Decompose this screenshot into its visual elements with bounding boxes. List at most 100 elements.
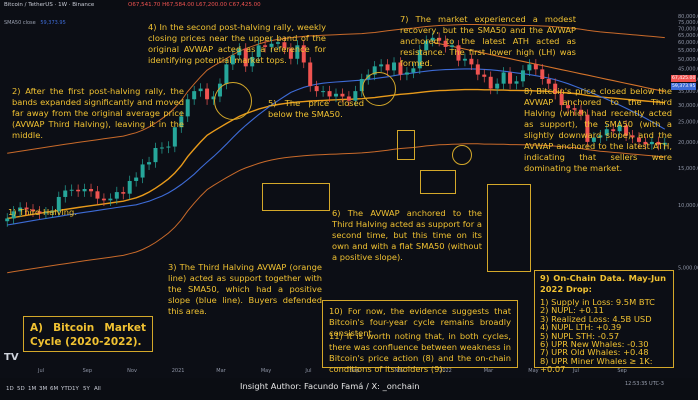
tradingview-logo: TV — [4, 352, 19, 363]
timeframe-button[interactable]: YTD — [61, 386, 72, 392]
y-tick-label: 5,000.00 — [678, 266, 698, 272]
candle-body — [353, 91, 358, 101]
candle-body — [308, 62, 313, 87]
candle-body — [611, 129, 616, 132]
candle-body — [166, 146, 171, 148]
candle-body — [566, 105, 571, 109]
timeframe-button[interactable]: All — [94, 386, 101, 392]
y-tick-label: 45,000.00 — [678, 66, 698, 72]
breakdown-box — [487, 184, 531, 272]
onchain-item: 8) UPR Miner Whales ≥ 1K: +0.07 — [540, 355, 653, 375]
onchain-item: 1) Supply in Loss: 9.5M BTC — [540, 297, 655, 307]
candle-body — [159, 147, 164, 149]
onchain-list: 1) Supply in Loss: 9.5M BTC 2) NUPL: +0.1… — [540, 298, 670, 374]
x-tick-label: Sep — [617, 368, 626, 374]
candle-body — [488, 76, 493, 89]
timeframe-button[interactable]: 1M — [28, 386, 37, 392]
onchain-box: 9) On-Chain Data. May-Jun 2022 Drop: 1) … — [534, 270, 674, 373]
onchain-item: 2) NUPL: +0.11 — [540, 305, 604, 316]
annotation-lower-high: 7) The market experienced a modest recov… — [400, 14, 576, 68]
candle-body — [398, 62, 403, 75]
candle-body — [553, 83, 558, 94]
y-tick-label: 30,000.00 — [678, 103, 698, 109]
candle-body — [321, 91, 326, 93]
x-tick-label: 2021 — [172, 368, 185, 374]
candle-body — [585, 114, 590, 142]
candle-body — [314, 86, 319, 92]
annotation-third-halving: 1) Third Halving. — [8, 207, 77, 217]
candle-body — [482, 74, 487, 77]
sma-legend[interactable]: SMA50 close 59,373.95 — [4, 20, 66, 26]
candle-body — [205, 88, 210, 100]
timeframe-button[interactable]: 1Y — [72, 386, 79, 392]
sma-close-box — [397, 130, 415, 160]
candle-body — [275, 42, 280, 44]
top-bar: Bitcoin / TetherUS · 1W · Binance O67,54… — [0, 0, 698, 10]
avwap-lower-band — [7, 143, 665, 274]
x-tick-label: Sep — [83, 368, 92, 374]
x-tick-label: Nov — [127, 368, 137, 374]
candle-body — [243, 48, 248, 67]
x-tick-label: Sep — [350, 368, 359, 374]
candle-body — [334, 93, 338, 97]
candle-body — [598, 135, 603, 138]
annotation-second-support: 6) The AVWAP anchored to the Third Halvi… — [332, 208, 482, 262]
sma-legend-label: SMA50 close — [4, 20, 36, 26]
candle-body — [147, 162, 152, 165]
candle-body — [591, 137, 596, 142]
candle-body — [108, 198, 113, 201]
timeframe-button[interactable]: 3M — [39, 386, 48, 392]
candle-body — [172, 127, 177, 147]
candle-body — [282, 42, 287, 49]
candle-body — [649, 141, 654, 145]
annotation-bands-expanded: 2) After the first post-halving rally, t… — [12, 86, 184, 140]
candle-body — [121, 192, 126, 194]
candle-body — [95, 191, 100, 199]
timeframe-button[interactable]: 1D — [6, 386, 14, 392]
top-circle-2 — [362, 72, 396, 106]
candle-body — [624, 125, 629, 136]
candle-body — [134, 177, 139, 181]
candle-body — [76, 189, 81, 192]
candle-body — [18, 207, 23, 212]
lh-circle — [452, 145, 472, 165]
symbol-title[interactable]: Bitcoin / TetherUS · 1W · Binance — [4, 2, 95, 8]
sma-price-tag: 59,373.95 — [671, 83, 697, 90]
candle-body — [211, 96, 216, 100]
candle-body — [192, 91, 197, 100]
candle-body — [63, 190, 68, 197]
candle-body — [417, 50, 422, 69]
candle-body — [462, 58, 467, 61]
candle-body — [101, 198, 106, 201]
last-price-tag: 67,425.00 — [671, 75, 697, 82]
cycle-title-box: A) Bitcoin Market Cycle (2020-2022). — [23, 316, 153, 352]
y-tick-label: 15,000.00 — [678, 166, 698, 172]
candle-body — [31, 209, 36, 212]
candle-body — [69, 189, 74, 191]
candle-body — [520, 70, 525, 82]
onchain-item: 7) UPR Old Whales: +0.48 — [540, 347, 649, 358]
x-tick-label: Jul — [304, 368, 311, 374]
candle-body — [527, 64, 532, 71]
candle-body — [617, 125, 622, 132]
timeframe-button[interactable]: 6M — [50, 386, 59, 392]
candle-body — [346, 96, 351, 101]
sma-legend-value: 59,373.95 — [40, 20, 66, 26]
annotation-market-tops: 4) In the second post-halving rally, wee… — [148, 22, 326, 65]
candle-body — [662, 142, 667, 145]
candle-body — [469, 58, 474, 65]
candle-body — [153, 147, 158, 163]
y-tick-label: 60,000.00 — [678, 40, 698, 46]
timeframe-button[interactable]: 5Y — [83, 386, 90, 392]
candle-body — [643, 141, 648, 145]
support-box-1 — [262, 183, 330, 211]
candle-body — [230, 55, 235, 65]
candle-body — [411, 68, 416, 73]
timeframe-button[interactable]: 5D — [17, 386, 25, 392]
support-box-2 — [420, 170, 456, 194]
onchain-item: 5) NUPL STH: -0.57 — [540, 330, 620, 341]
top-circle-1 — [214, 82, 252, 120]
candle-body — [327, 91, 332, 97]
candle-body — [37, 211, 42, 214]
